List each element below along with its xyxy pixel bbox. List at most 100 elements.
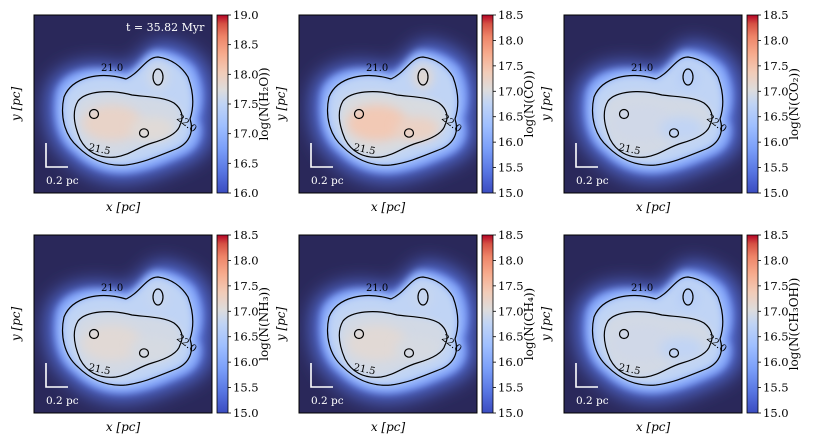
column-density-map: 21.021.522.00.2 pc	[299, 15, 477, 193]
field-core-north	[413, 65, 433, 89]
contour-label-21.0: 21.0	[631, 283, 653, 294]
colorbar-gradient	[481, 234, 494, 414]
scale-bar	[310, 363, 333, 388]
field-core-east	[660, 117, 704, 141]
contour-label-21.0: 21.0	[366, 283, 388, 294]
colorbar-tick-label: 16.0	[233, 186, 259, 200]
x-axis-label: x [pc]	[371, 200, 406, 214]
colorbar: 15.0 15.5 16.0 16.5 17.0 17.5 18.0 18.5 log(N(CO…	[481, 8, 536, 200]
colorbar-tick-label: 18.0	[498, 253, 524, 267]
colorbar-tick-label: 17.5	[498, 279, 524, 293]
contour-label-21.5: 21.5	[617, 362, 641, 377]
colorbar-tick-label: 18.5	[498, 8, 524, 22]
colorbar-tick-label: 16.0	[763, 135, 789, 149]
field-core-east	[395, 117, 439, 141]
contour-22.0-south	[138, 348, 150, 358]
colorbar-tick-label: 15.5	[498, 161, 524, 175]
column-density-map: 21.021.522.00.2 pc	[34, 235, 212, 413]
field-core-west	[612, 105, 672, 141]
colorbar-tick-label: 17.5	[233, 97, 259, 111]
y-axis-label: y [pc]	[274, 87, 288, 123]
field-core-west	[82, 325, 142, 361]
colorbar-label: log(N(CH₃OH))	[787, 278, 801, 371]
colorbar: 15.0 15.5 16.0 16.5 17.0 17.5 18.0 18.5 log(N(NH…	[216, 228, 271, 420]
contour-21.5	[603, 91, 713, 158]
contour-22.0-north	[682, 68, 694, 86]
colorbar-label: log(N(CO₂))	[787, 68, 801, 140]
contour-21.0	[326, 276, 459, 386]
column-density-map: 21.021.522.00.2 pc	[564, 235, 742, 413]
y-axis-label: y [pc]	[539, 307, 553, 343]
contour-21.0	[326, 56, 459, 166]
scale-bar-label: 0.2 pc	[311, 175, 344, 187]
field-core-north	[148, 65, 168, 89]
colorbar-tick-label: 18.5	[498, 228, 524, 242]
contour-label-21.0: 21.0	[631, 63, 653, 74]
colorbar-label: log(N(NH₃))	[257, 287, 271, 361]
contour-22.0-north	[152, 68, 164, 86]
colorbar-tick-label: 16.5	[763, 330, 789, 344]
scale-bar-label: 0.2 pc	[576, 395, 609, 407]
contour-21.5	[603, 311, 713, 378]
colorbar-tick-label: 17.0	[233, 304, 259, 318]
colorbar-gradient	[216, 14, 229, 194]
colorbar-tick-label: 17.5	[763, 59, 789, 73]
contour-21.0	[61, 276, 194, 386]
colorbar-tick-label: 16.0	[498, 135, 524, 149]
colorbar-gradient	[746, 14, 759, 194]
colorbar-tick-label: 18.5	[233, 228, 259, 242]
panel-CH3OH: 21.021.522.00.2 pcx [pc]y [pc]15.015.516…	[539, 228, 801, 434]
scale-bar	[575, 143, 598, 168]
contour-22.0-west	[88, 328, 100, 340]
column-density-map: 21.021.522.00.2 pct = 35.82 Myr	[34, 15, 212, 193]
colorbar-label: log(N(CO))	[522, 71, 536, 138]
colorbar-tick-label: 18.0	[763, 33, 789, 47]
contour-label-21.5: 21.5	[617, 142, 641, 157]
colorbar-gradient	[481, 14, 494, 194]
time-label: t = 35.82 Myr	[126, 21, 205, 34]
colorbar-tick-label: 15.5	[763, 381, 789, 395]
contour-21.5	[73, 91, 183, 158]
colorbar-tick-label: 16.5	[498, 330, 524, 344]
colorbar-tick-label: 18.0	[498, 33, 524, 47]
y-axis-label: y [pc]	[9, 87, 23, 123]
contour-22.0-south	[403, 348, 415, 358]
contour-22.0-north	[417, 68, 429, 86]
contour-22.0-west	[618, 108, 630, 120]
x-axis-label: x [pc]	[106, 420, 141, 434]
colorbar-tick-label: 15.0	[763, 406, 789, 420]
y-axis-label: y [pc]	[539, 87, 553, 123]
contour-22.0-south	[668, 128, 680, 138]
colorbar-tick-label: 16.5	[763, 110, 789, 124]
y-axis-label: y [pc]	[274, 307, 288, 343]
colorbar: 16.0 16.5 17.0 17.5 18.0 18.5 19.0 log(N(H₂O))	[216, 8, 271, 200]
contour-label-21.0: 21.0	[101, 63, 123, 74]
contour-22.0-south	[138, 128, 150, 138]
contour-label-21.5: 21.5	[87, 362, 111, 377]
field-core-west	[347, 105, 407, 141]
colorbar-tick-label: 16.0	[763, 355, 789, 369]
colorbar-tick-label: 17.5	[763, 279, 789, 293]
colorbar-tick-label: 17.5	[233, 279, 259, 293]
contour-22.0-west	[618, 328, 630, 340]
contour-21.5	[338, 311, 448, 378]
contour-label-21.5: 21.5	[352, 362, 376, 377]
scale-bar-label: 0.2 pc	[311, 395, 344, 407]
contour-label-21.5: 21.5	[352, 142, 376, 157]
colorbar-tick-label: 18.0	[233, 253, 259, 267]
colorbar-tick-label: 16.5	[233, 330, 259, 344]
contour-21.0	[591, 276, 724, 386]
contour-22.0-north	[682, 288, 694, 306]
contour-label-21.0: 21.0	[366, 63, 388, 74]
field-core-north	[678, 285, 698, 309]
scale-bar-label: 0.2 pc	[46, 175, 79, 187]
contour-22.0-south	[403, 128, 415, 138]
contour-21.0	[61, 56, 194, 166]
colorbar-tick-label: 15.5	[233, 381, 259, 395]
colorbar-tick-label: 18.5	[763, 8, 789, 22]
scale-bar	[45, 143, 68, 168]
colorbar-tick-label: 15.0	[498, 406, 524, 420]
contour-22.0-north	[152, 288, 164, 306]
column-density-map: 21.021.522.00.2 pc	[564, 15, 742, 193]
